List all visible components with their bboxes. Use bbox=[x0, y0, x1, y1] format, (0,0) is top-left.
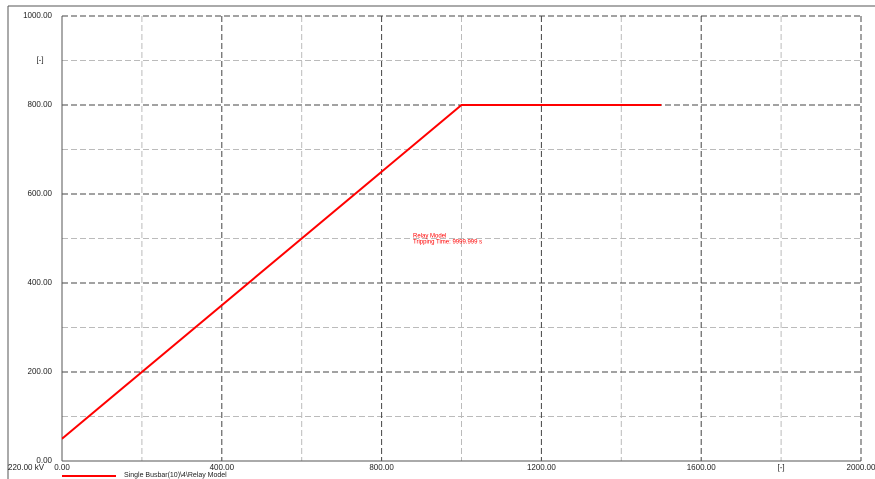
annotation: Relay Model bbox=[413, 234, 446, 240]
corner-label: 220.00 kV bbox=[8, 463, 45, 472]
legend-label: Single Busbar(10)\4\Relay Model bbox=[124, 472, 227, 479]
x-tick-label: 400.00 bbox=[210, 463, 235, 472]
y-tick-label: 1000.00 bbox=[23, 11, 52, 20]
y-tick-label: 200.00 bbox=[28, 367, 53, 376]
x-tick-label: 2000.00 bbox=[847, 463, 875, 472]
x-tick-label: 800.00 bbox=[369, 463, 394, 472]
y-tick-label: 800.00 bbox=[28, 100, 53, 109]
y-axis-label: [-] bbox=[36, 56, 43, 65]
y-tick-label: 0.00 bbox=[36, 456, 52, 465]
x-axis-label: [-] bbox=[778, 463, 785, 472]
y-tick-label: 400.00 bbox=[28, 278, 53, 287]
line-series bbox=[61, 104, 662, 440]
annotation: Tripping Time: 9999.999 s bbox=[413, 240, 482, 246]
x-tick-label: 1200.00 bbox=[527, 463, 556, 472]
x-tick-label: 0.00 bbox=[54, 463, 70, 472]
y-tick-label: 600.00 bbox=[28, 189, 53, 198]
x-tick-label: 1600.00 bbox=[687, 463, 716, 472]
